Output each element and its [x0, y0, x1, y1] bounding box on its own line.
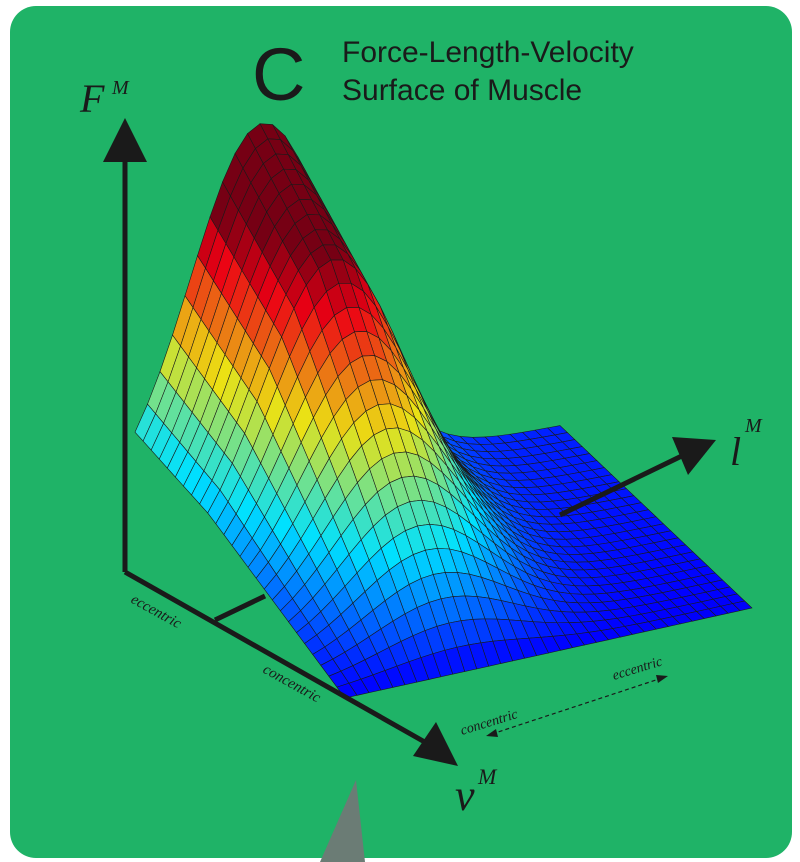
surface	[134, 123, 753, 699]
axis-symbol: v	[455, 771, 475, 820]
arrowhead	[103, 118, 147, 162]
arrowhead	[656, 675, 668, 683]
title-line: Force-Length-Velocity	[342, 36, 634, 69]
panel-letter: C	[252, 33, 305, 116]
arrowhead	[486, 729, 498, 737]
direction-arrow	[491, 677, 663, 735]
arrowheads	[103, 118, 716, 766]
arrowhead	[413, 722, 458, 766]
axis-tick	[213, 593, 267, 623]
axis-superscript: M	[111, 77, 130, 99]
arrowhead	[672, 437, 716, 475]
axis-symbol: l	[730, 429, 741, 474]
axes	[122, 150, 692, 748]
title-line: Surface of Muscle	[342, 74, 582, 107]
axis-superscript: M	[477, 764, 498, 789]
axis-symbol: F	[79, 76, 105, 121]
axis-superscript: M	[744, 415, 763, 437]
pointer	[320, 780, 365, 862]
velocity-axis	[123, 569, 432, 748]
length-axis	[558, 449, 692, 518]
